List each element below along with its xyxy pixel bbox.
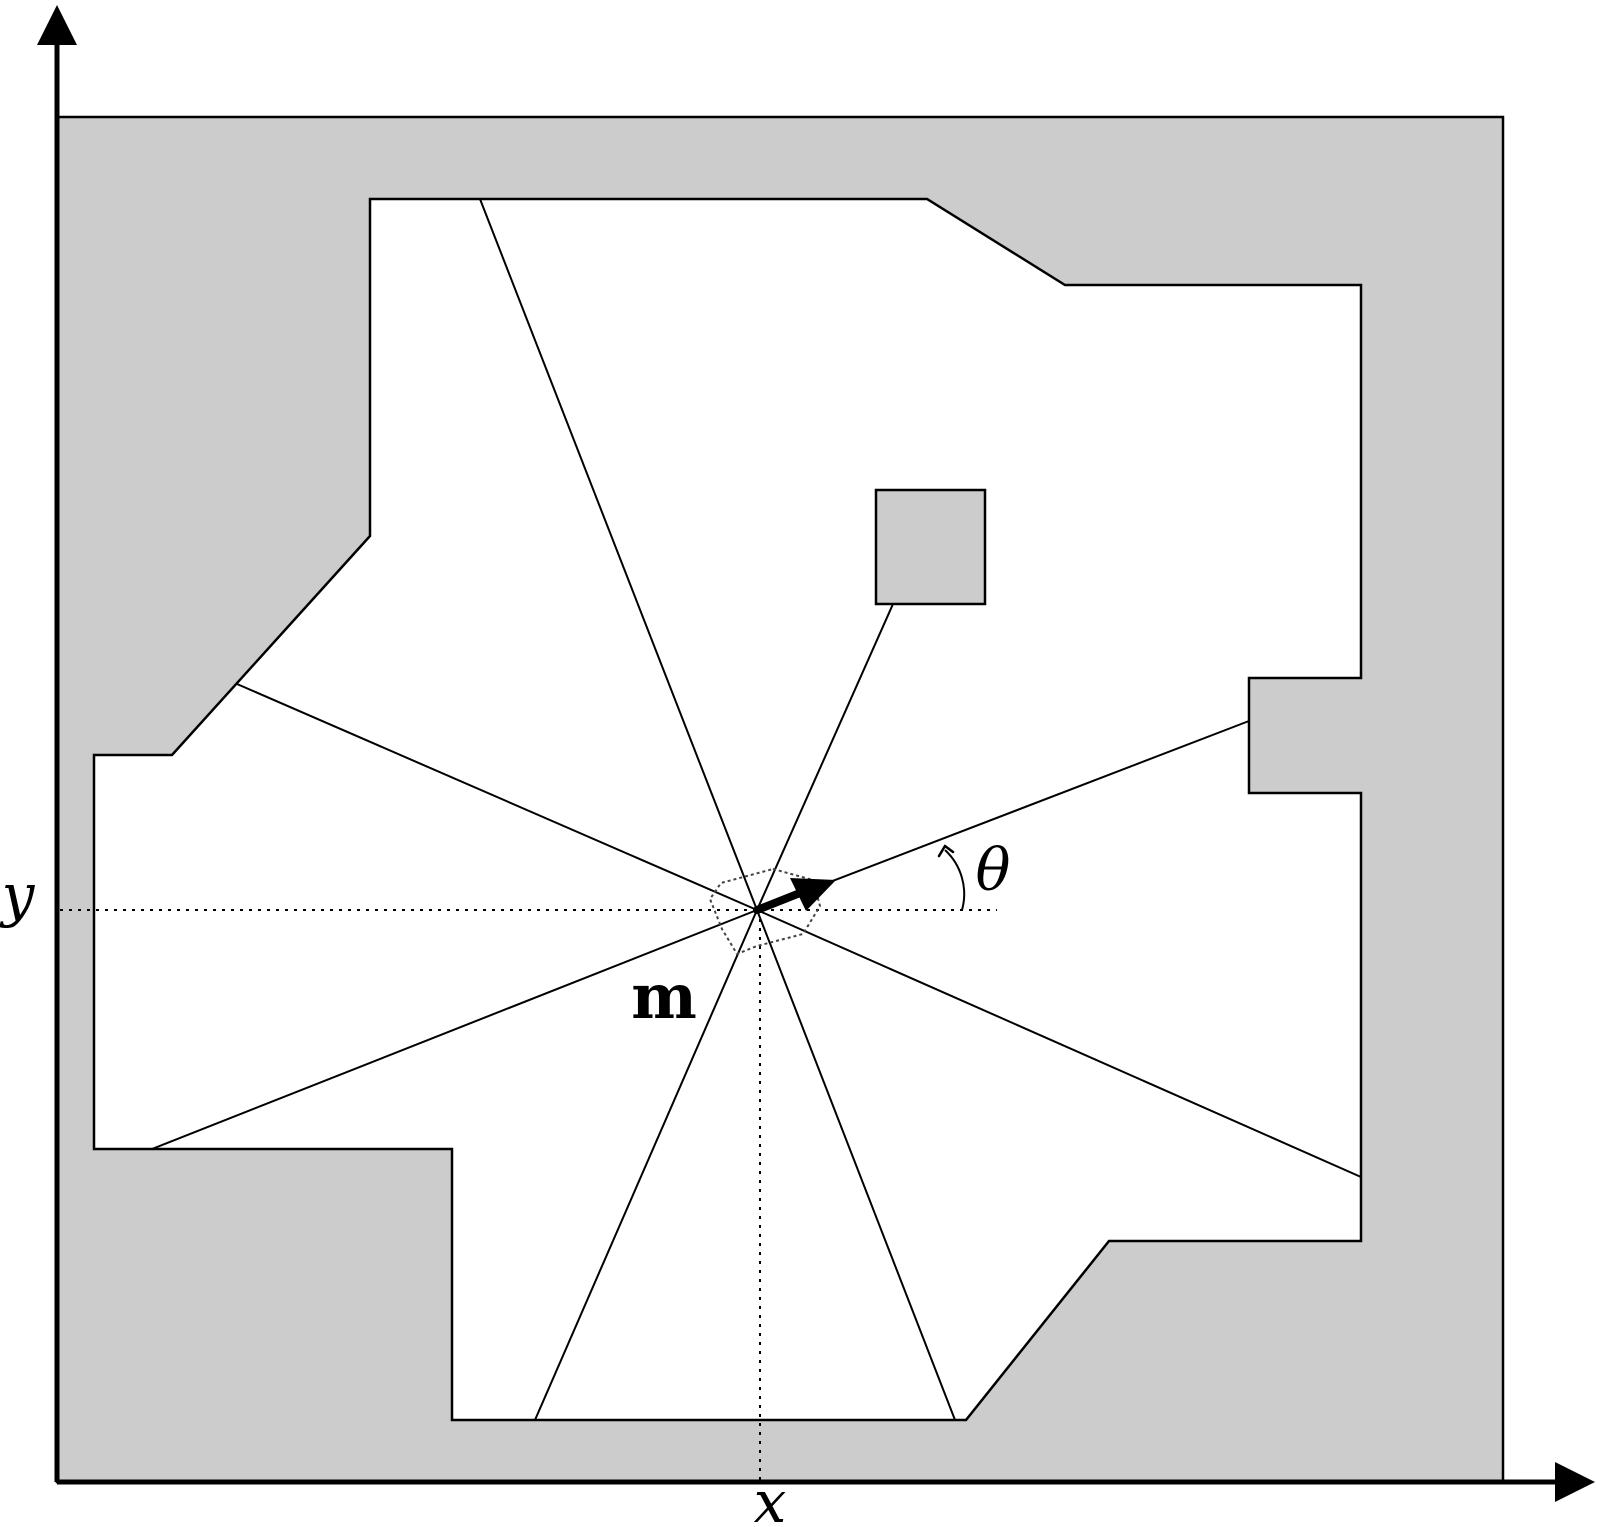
map-label: m (631, 960, 697, 1033)
environment-walls (55, 115, 1505, 1484)
theta-label: θ (976, 836, 1011, 904)
heading-arrow-shaft (753, 889, 804, 914)
sensor-beams (151, 198, 1362, 1421)
theta-arc-arrowhead (937, 844, 955, 858)
sensor-beam (479, 198, 758, 911)
theta-angle-arc (944, 849, 966, 911)
sensor-beam (756, 720, 1250, 911)
x-axis-label: x (754, 1468, 787, 1527)
sensor-beam (756, 603, 894, 911)
sensor-beam (151, 909, 758, 1150)
y-axis-label: y (0, 861, 36, 929)
sensor-beam (756, 909, 1362, 1178)
sensor-beam (236, 683, 758, 911)
heading-arrow-head (790, 878, 836, 911)
square-obstacle (874, 488, 987, 606)
sensor-beam (534, 909, 758, 1421)
sensor-beam (756, 909, 956, 1421)
